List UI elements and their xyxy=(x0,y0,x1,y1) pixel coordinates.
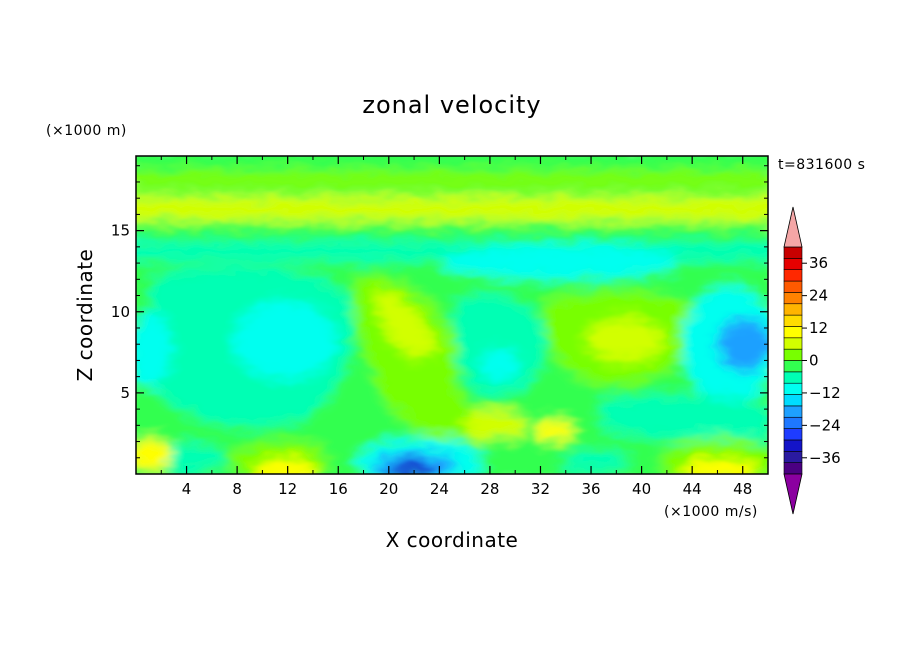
x-tick-label: 40 xyxy=(632,480,651,498)
colorbar-segment xyxy=(783,450,803,463)
colorbar-tick-label: 0 xyxy=(809,352,819,370)
y-axis: 5 10 15 xyxy=(111,165,768,459)
x-tick-label: 44 xyxy=(683,480,702,498)
colorbar-segment xyxy=(783,337,803,350)
plot-frame xyxy=(135,155,769,475)
x-tick-label: 28 xyxy=(480,480,499,498)
colorbar-segment xyxy=(783,303,803,316)
x-tick-label: 24 xyxy=(430,480,449,498)
colorbar-segment xyxy=(783,292,803,305)
colorbar-segment xyxy=(783,348,803,361)
x-tick-label: 8 xyxy=(232,480,242,498)
colorbar-tick-label: 12 xyxy=(809,319,828,337)
colorbar-segment xyxy=(783,269,803,282)
colorbar-segment xyxy=(783,394,803,407)
colorbar: −36 −24 −12 0 12 24 36 xyxy=(783,206,841,515)
colorbar-over-triangle xyxy=(783,206,803,248)
colorbar-segment xyxy=(783,246,803,259)
x-axis: 4 8 12 16 20 24 28 32 36 40 44 48 xyxy=(160,156,752,498)
x-tick-label: 36 xyxy=(581,480,600,498)
colorbar-segment xyxy=(783,439,803,452)
x-tick-label: 32 xyxy=(531,480,550,498)
colorbar-segment xyxy=(783,416,803,429)
colorbar-segment xyxy=(783,280,803,293)
x-tick-label: 48 xyxy=(733,480,752,498)
y-tick-label: 5 xyxy=(120,384,130,402)
colorbar-segment xyxy=(783,258,803,271)
x-tick-label: 16 xyxy=(329,480,348,498)
y-tick-label: 10 xyxy=(111,303,130,321)
chart-title: zonal velocity xyxy=(362,91,541,119)
colorbar-segment xyxy=(783,326,803,339)
y-tick-label: 15 xyxy=(111,222,130,240)
colorbar-segment xyxy=(783,371,803,384)
colorbar-segment xyxy=(783,314,803,327)
time-label: t=831600 s xyxy=(778,157,865,173)
x-tick-label: 12 xyxy=(278,480,297,498)
colorbar-tick-label: 24 xyxy=(809,287,828,305)
colorbar-tick-label: −36 xyxy=(809,449,841,467)
y-units-label: (×1000 m) xyxy=(46,123,127,139)
colorbar-tick-label: −24 xyxy=(809,416,841,434)
colorbar-tick-label: 36 xyxy=(809,254,828,272)
colorbar-segment xyxy=(783,462,803,475)
colorbar-tick-label: −12 xyxy=(809,384,841,402)
colorbar-segment xyxy=(783,405,803,418)
colorbar-segment xyxy=(783,360,803,373)
heatmap-field xyxy=(136,156,768,474)
x-tick-label: 20 xyxy=(379,480,398,498)
colorbar-under-triangle xyxy=(783,473,803,515)
x-units-label: (×1000 m/s) xyxy=(664,504,758,520)
x-tick-label: 4 xyxy=(182,480,192,498)
colorbar-segment xyxy=(783,382,803,395)
x-axis-label: X coordinate xyxy=(386,528,519,552)
colorbar-segment xyxy=(783,428,803,441)
y-axis-label: Z coordinate xyxy=(73,249,97,382)
